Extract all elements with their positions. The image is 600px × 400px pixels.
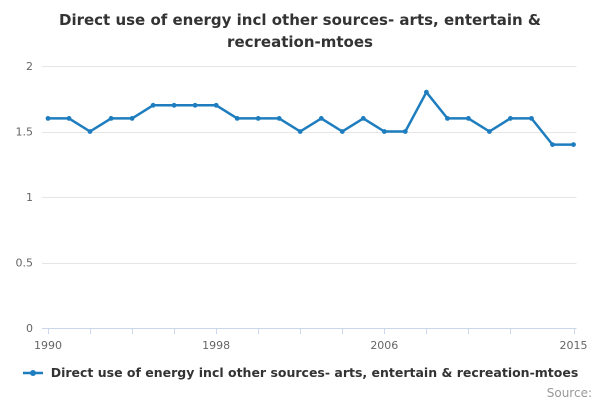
chart-title: Direct use of energy incl other sources-… bbox=[30, 9, 570, 53]
data-point[interactable] bbox=[550, 142, 555, 148]
data-point[interactable] bbox=[318, 116, 324, 121]
y-axis-label: 1.5 bbox=[16, 126, 34, 139]
data-point[interactable] bbox=[276, 116, 282, 121]
data-point[interactable] bbox=[508, 116, 513, 121]
data-point[interactable] bbox=[360, 116, 366, 121]
data-point[interactable] bbox=[297, 129, 303, 134]
y-axis-label: 0 bbox=[26, 322, 33, 335]
data-point[interactable] bbox=[487, 129, 492, 134]
chart-title-line1: Direct use of energy incl other sources-… bbox=[59, 11, 541, 29]
data-point[interactable] bbox=[445, 116, 450, 121]
data-point[interactable] bbox=[150, 102, 156, 108]
data-point[interactable] bbox=[171, 102, 177, 108]
source-label: Source: bbox=[546, 386, 592, 400]
data-point[interactable] bbox=[66, 116, 72, 121]
data-point[interactable] bbox=[402, 129, 408, 134]
chart-title-line2: recreation-mtoes bbox=[227, 33, 373, 51]
data-point[interactable] bbox=[129, 116, 135, 121]
data-point[interactable] bbox=[255, 116, 261, 121]
y-axis-label: 0.5 bbox=[16, 257, 34, 270]
data-point[interactable] bbox=[571, 142, 576, 148]
x-axis-label: 2006 bbox=[370, 339, 398, 352]
data-point[interactable] bbox=[45, 116, 51, 121]
y-axis-label: 2 bbox=[26, 60, 33, 73]
legend-label: Direct use of energy incl other sources-… bbox=[50, 365, 579, 380]
series-line[interactable] bbox=[46, 90, 575, 146]
data-point[interactable] bbox=[529, 116, 534, 121]
data-point[interactable] bbox=[192, 102, 198, 108]
x-axis-label: 2015 bbox=[560, 339, 588, 352]
data-point[interactable] bbox=[339, 129, 345, 134]
plot-area: 0 0.5 1 1.5 2 1990 1998 2006 2015 bbox=[16, 60, 588, 352]
data-point[interactable] bbox=[234, 116, 240, 121]
data-point[interactable] bbox=[108, 116, 114, 121]
legend-line-marker-icon bbox=[22, 369, 43, 376]
data-point[interactable] bbox=[424, 89, 429, 95]
data-point[interactable] bbox=[381, 129, 387, 134]
data-point[interactable] bbox=[213, 102, 219, 108]
legend-item[interactable]: Direct use of energy incl other sources-… bbox=[0, 365, 600, 380]
x-axis-label: 1998 bbox=[202, 339, 230, 352]
x-axis-label: 1990 bbox=[34, 339, 62, 352]
y-axis-label: 1 bbox=[26, 191, 33, 204]
data-point[interactable] bbox=[87, 129, 93, 134]
data-point[interactable] bbox=[466, 116, 471, 121]
